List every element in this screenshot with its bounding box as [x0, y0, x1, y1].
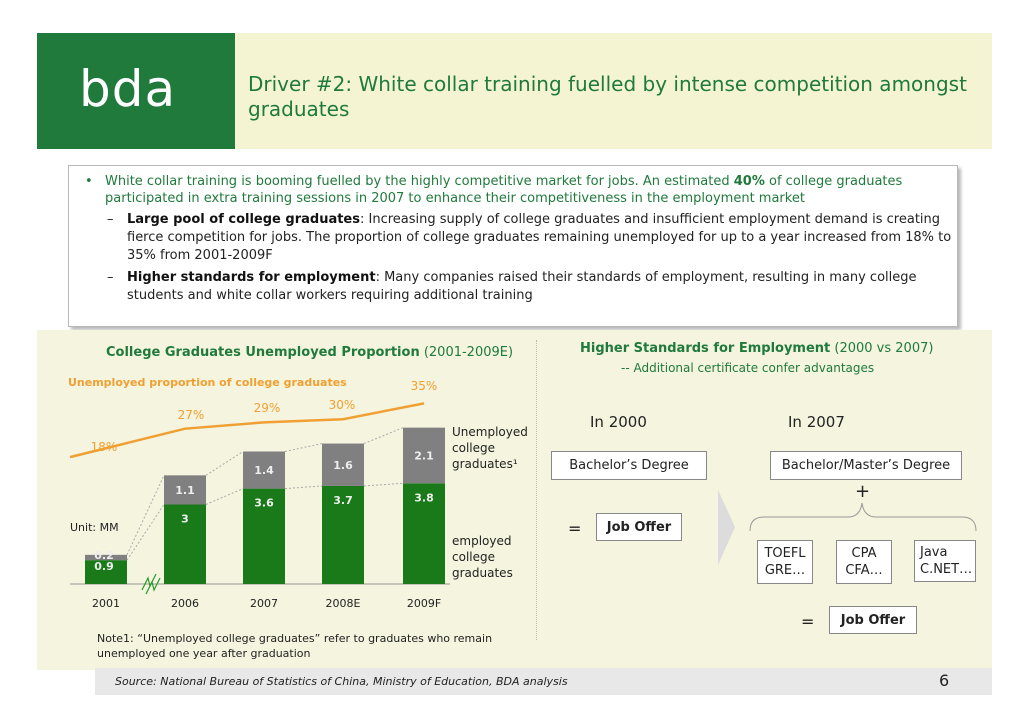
sub-bullet-1-heading: Large pool of college graduates — [127, 212, 360, 227]
total-connector — [126, 475, 165, 556]
bar-unemployed — [322, 443, 364, 486]
proportion-label: 29% — [254, 401, 281, 415]
equals-sign-2007: = — [801, 612, 815, 631]
bar-employed — [85, 560, 127, 584]
dash: – — [107, 212, 114, 227]
bar-label-employed: 0.9 — [94, 560, 114, 573]
x-tick-label: 2008E — [326, 597, 361, 610]
bar-employed — [403, 483, 445, 584]
main-bullet: • White collar training is booming fuell… — [85, 173, 935, 207]
arrow-chevron — [718, 490, 735, 565]
right-panel-subtitle: -- Additional certificate confer advanta… — [621, 361, 875, 375]
equals-sign-2000: = — [568, 519, 582, 538]
job-offer-2000-box: Job Offer — [596, 513, 682, 541]
cert-box-2: CPA CFA… — [836, 540, 892, 584]
bar-label-unemployed: 1.6 — [333, 459, 353, 472]
chart-title: College Graduates Unemployed Proportion … — [106, 345, 514, 360]
sub-bullet-2-heading: Higher standards for employment — [127, 270, 376, 285]
axis-break-mark — [145, 577, 161, 595]
unit-label: Unit: MM — [70, 521, 119, 534]
proportion-label: 18% — [91, 440, 118, 454]
main-bullet-text-post: of college graduates participated in ext… — [105, 174, 903, 206]
proportion-label: 35% — [411, 379, 438, 393]
employed-connector — [363, 482, 404, 487]
sub-bullet-1: – Large pool of college graduates: Incre… — [107, 211, 957, 265]
chart-note: Note1: “Unemployed college graduates” re… — [97, 632, 493, 660]
summary-box — [68, 165, 958, 327]
legend-employed: employed college graduates — [452, 534, 513, 580]
x-tick-label: 2007 — [250, 597, 278, 610]
bar-unemployed — [164, 475, 206, 505]
bar-label-unemployed: 1.4 — [254, 464, 274, 477]
sub-bullet-1-text: : Increasing supply of college graduates… — [127, 212, 952, 263]
cert-box-1: TOEFL GRE… — [757, 540, 813, 584]
plus-sign: + — [855, 481, 871, 502]
footer-bar — [95, 668, 992, 695]
legend-unemployed: Unemployed college graduates¹ — [452, 425, 528, 471]
job-offer-2007-box: Job Offer — [829, 606, 917, 634]
page-number: 6 — [939, 671, 950, 690]
bar-label-unemployed: 1.1 — [175, 484, 195, 497]
main-bullet-text-pre: White collar training is booming fuelled… — [105, 174, 734, 189]
cert-box-3: Java C.NET… — [914, 540, 976, 582]
proportion-label: 27% — [178, 408, 205, 422]
degree-2007-box: Bachelor/Master’s Degree — [770, 451, 962, 480]
proportion-label: 30% — [329, 398, 356, 412]
bar-employed — [243, 488, 285, 584]
panel-divider — [536, 340, 537, 640]
right-panel-title: Higher Standards for Employment (2000 vs… — [580, 341, 934, 356]
bar-unemployed — [243, 451, 285, 489]
bar-employed — [164, 504, 206, 584]
bar-label-employed: 3.8 — [414, 491, 434, 504]
bar-label-employed: 3 — [181, 513, 189, 526]
x-tick-label: 2009F — [407, 597, 441, 610]
chart-line-label: Unemployed proportion of college graduat… — [68, 376, 347, 389]
proportion-line — [69, 402, 425, 459]
axis-break-mark — [141, 573, 157, 591]
employed-connector — [205, 488, 244, 505]
bar-unemployed — [85, 554, 127, 561]
sub-bullet-2-text: : Many companies raised their standards … — [127, 270, 917, 303]
x-tick-label: 2001 — [92, 597, 120, 610]
bar-label-employed: 3.7 — [333, 494, 353, 507]
page-title: Driver #2: White collar training fuelled… — [248, 72, 967, 121]
bar-employed — [322, 485, 364, 584]
employed-connector — [126, 504, 165, 561]
main-bullet-highlight: 40% — [733, 174, 765, 189]
dash: – — [107, 270, 114, 285]
bar-label-unemployed: 2.1 — [414, 449, 434, 462]
total-connector — [205, 451, 244, 476]
year-2000-label: In 2000 — [590, 413, 647, 431]
x-tick-label: 2006 — [171, 597, 199, 610]
bar-unemployed — [403, 427, 445, 484]
degree-2000-box: Bachelor’s Degree — [551, 451, 707, 480]
source-note: Source: National Bureau of Statistics of… — [115, 675, 568, 688]
bullet-dot: • — [85, 174, 93, 189]
sub-bullet-2: – Higher standards for employment: Many … — [107, 269, 957, 305]
logo — [37, 33, 235, 149]
logo-text: bda — [79, 60, 177, 118]
bar-label-employed: 3.6 — [254, 497, 274, 510]
brace — [749, 502, 977, 532]
bar-label-unemployed: 0.2 — [94, 549, 114, 562]
year-2007-label: In 2007 — [788, 413, 845, 431]
total-connector — [363, 427, 404, 445]
